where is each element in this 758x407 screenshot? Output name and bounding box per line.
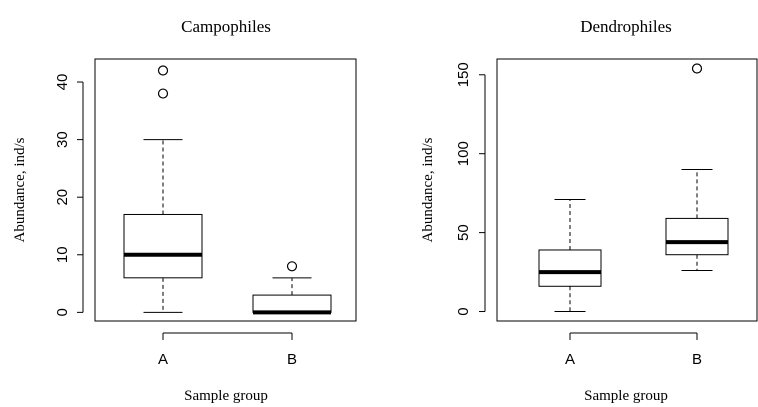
- box-A: [123, 65, 203, 313]
- y-tick-label: 20: [54, 189, 71, 206]
- box-A: [538, 198, 602, 313]
- y-tick-label: 40: [54, 74, 71, 91]
- chart-title: Campophiles: [181, 17, 271, 36]
- box-B: [665, 63, 729, 271]
- x-tick-label: B: [692, 351, 702, 368]
- box-iqr: [252, 294, 332, 313]
- x-tick-label: A: [158, 351, 168, 368]
- y-tick-label: 10: [54, 246, 71, 263]
- x-tick-label: B: [287, 351, 297, 368]
- y-tick-label: 0: [54, 308, 71, 316]
- box-group: [123, 65, 332, 315]
- chart-title: Dendrophiles: [580, 17, 672, 36]
- plot-frame: [94, 58, 357, 322]
- y-tick-label: 30: [54, 131, 71, 148]
- y-tick-label: 0: [455, 307, 472, 315]
- box-iqr: [123, 213, 203, 279]
- y-tick-label: 150: [455, 62, 472, 87]
- box-group: [538, 63, 729, 313]
- plot-frame: [496, 58, 758, 322]
- y-axis-label: Abundance, ind/s: [12, 137, 28, 242]
- y-axis-label: Abundance, ind/s: [420, 137, 436, 242]
- x-tick-label: A: [565, 351, 575, 368]
- outlier-point: [286, 261, 298, 272]
- y-axis: 0 10 20 30 40: [54, 74, 84, 317]
- x-axis-label: Sample group: [184, 388, 268, 404]
- y-tick-label: 100: [455, 141, 472, 166]
- y-axis: 0 50 100 150: [455, 62, 486, 316]
- box-B: [252, 261, 332, 315]
- outlier-point: [157, 65, 169, 76]
- outlier-point: [157, 88, 169, 99]
- outlier-point: [691, 63, 703, 74]
- box-iqr: [665, 217, 729, 256]
- box-iqr: [538, 249, 602, 287]
- y-tick-label: 50: [455, 224, 472, 241]
- x-axis-label: Sample group: [584, 388, 668, 404]
